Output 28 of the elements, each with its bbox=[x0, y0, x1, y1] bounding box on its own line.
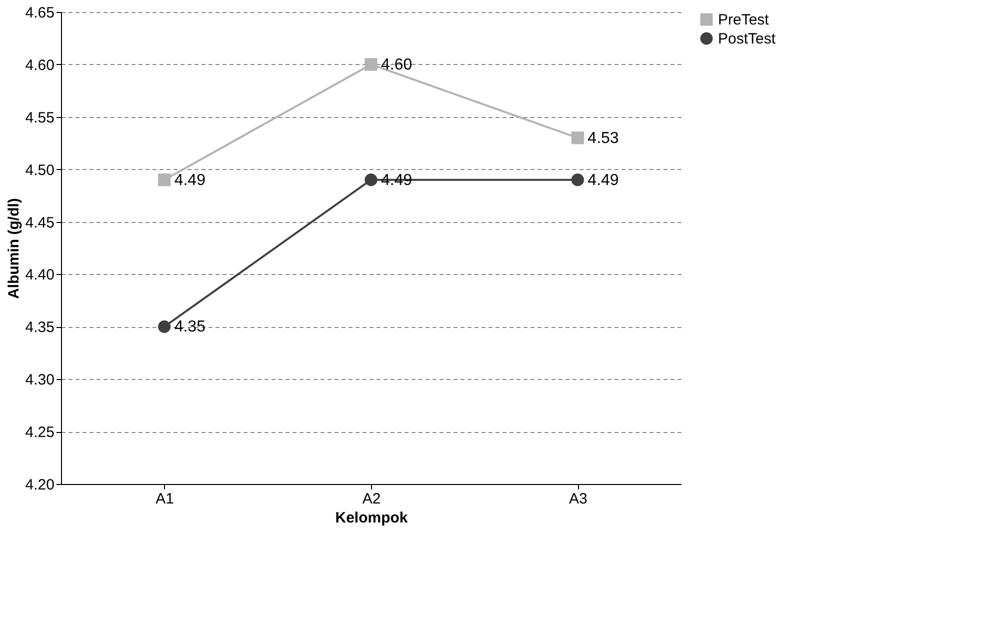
y-axis-title: Albumin (g/dl) bbox=[5, 198, 22, 299]
y-tick-label: 4.30 bbox=[25, 372, 54, 389]
x-tick-label: A2 bbox=[362, 490, 381, 508]
y-tick-label: 4.65 bbox=[25, 4, 54, 22]
y-tick-label: 4.40 bbox=[25, 266, 54, 284]
x-tick-label: A3 bbox=[568, 490, 588, 508]
point bbox=[571, 132, 584, 144]
y-tick-label: 4.20 bbox=[25, 476, 54, 494]
point bbox=[158, 173, 171, 186]
y-tick-label: 4.60 bbox=[25, 56, 54, 74]
x-axis-title: Kelompok bbox=[335, 510, 408, 526]
point bbox=[364, 174, 378, 186]
point bbox=[571, 174, 584, 186]
y-tick-label: 4.25 bbox=[25, 424, 54, 442]
y-tick-label: 4.45 bbox=[25, 214, 54, 232]
data-label: 4.49 bbox=[588, 172, 619, 189]
x-tick-label: A1 bbox=[156, 490, 174, 508]
y-tick-label: 4.35 bbox=[25, 319, 54, 336]
data-label: 4.53 bbox=[588, 130, 619, 147]
legend-label: PreTest bbox=[718, 12, 770, 28]
y-tick-label: 4.55 bbox=[25, 109, 54, 126]
data-label: 4.49 bbox=[174, 172, 206, 189]
point bbox=[158, 320, 171, 333]
data-label: 4.35 bbox=[174, 318, 206, 336]
legend-label: PostTest bbox=[718, 30, 776, 48]
point bbox=[364, 58, 378, 71]
data-label: 4.60 bbox=[381, 56, 412, 74]
y-tick-label: 4.50 bbox=[25, 162, 54, 179]
